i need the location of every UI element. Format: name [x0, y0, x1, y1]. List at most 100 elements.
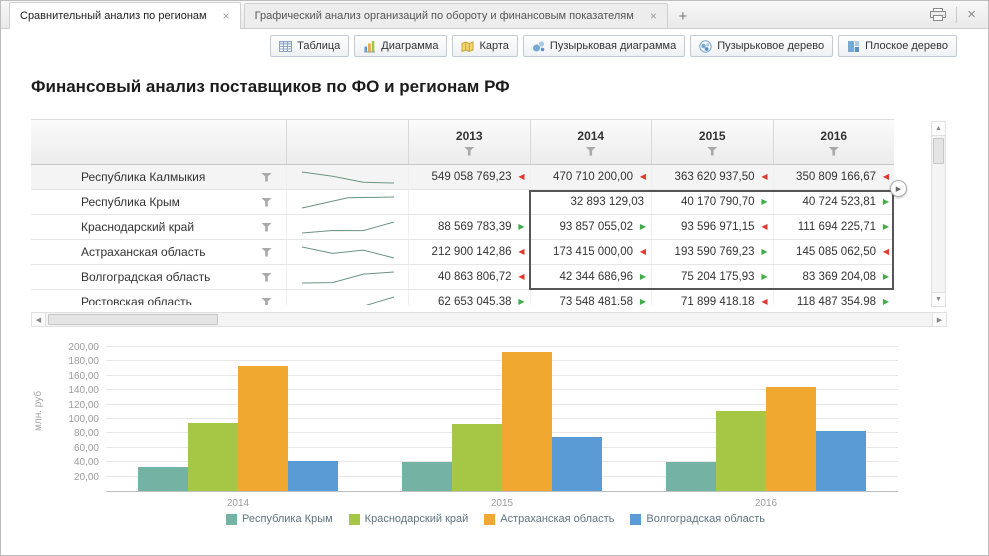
cell-value: 470 710 200,00: [553, 171, 633, 183]
filter-icon[interactable]: [261, 247, 272, 257]
new-tab-button[interactable]: +: [678, 7, 688, 25]
cell-value: 83 369 204,08: [802, 271, 876, 283]
filter-icon[interactable]: [706, 146, 718, 156]
bar-2014-series-2[interactable]: [238, 366, 288, 491]
window-close-icon[interactable]: ×: [967, 6, 976, 23]
legend-item[interactable]: Краснодарский край: [348, 513, 468, 525]
value-cell[interactable]: 40 724 523,81 ▶: [772, 190, 895, 214]
tab-close-icon[interactable]: ×: [649, 9, 657, 23]
filter-icon[interactable]: [261, 222, 272, 232]
header-year-2014[interactable]: 2014: [529, 120, 652, 164]
filter-icon[interactable]: [261, 297, 272, 305]
cell-value: 42 344 686,96: [559, 271, 633, 283]
filter-icon[interactable]: [585, 146, 597, 156]
tab-close-icon[interactable]: ×: [222, 9, 230, 23]
region-cell[interactable]: Волгоградская область: [31, 265, 286, 289]
bar-2016-series-0[interactable]: [666, 461, 716, 491]
filter-icon[interactable]: [261, 272, 272, 282]
value-cell[interactable]: 118 487 354,98 ▶: [772, 290, 895, 305]
filter-icon[interactable]: [261, 197, 272, 207]
view-table-button[interactable]: Таблица: [270, 35, 350, 57]
region-cell[interactable]: Республика Крым: [31, 190, 286, 214]
region-cell[interactable]: Краснодарский край: [31, 215, 286, 239]
tab-regional-analysis[interactable]: Сравнительный анализ по регионам ×: [9, 2, 241, 29]
value-cell[interactable]: 93 596 971,15 ◀: [651, 215, 773, 239]
legend-item[interactable]: Республика Крым: [226, 513, 333, 525]
cell-value: 212 900 142,86: [431, 246, 512, 258]
view-bubble-tree-button[interactable]: Пузырьковое дерево: [690, 35, 834, 57]
value-cell[interactable]: [408, 190, 530, 214]
header-year-2013[interactable]: 2013: [408, 120, 530, 164]
value-cell[interactable]: 193 590 769,23 ▶: [651, 240, 773, 264]
bar-2016-series-2[interactable]: [766, 386, 816, 491]
filter-icon[interactable]: [828, 146, 840, 156]
table-row[interactable]: Краснодарский край 88 569 783,39 ▶ 93 857 0…: [31, 215, 894, 240]
cell-value: 145 085 062,50: [796, 246, 876, 258]
value-cell[interactable]: 549 058 769,23 ◀: [408, 165, 530, 189]
view-flat-tree-button[interactable]: Плоское дерево: [838, 35, 957, 57]
tab-org-analysis[interactable]: Графический анализ организаций по оборот…: [243, 3, 668, 28]
value-cell[interactable]: 145 085 062,50 ◀: [772, 240, 895, 264]
horizontal-scrollbar[interactable]: ◀ ▶: [31, 312, 947, 327]
view-bubble-chart-button[interactable]: Пузырьковая диаграмма: [522, 35, 686, 57]
value-cell[interactable]: 173 415 000,00 ◀: [529, 240, 652, 264]
bar-2015-series-1[interactable]: [452, 423, 502, 491]
table-row[interactable]: Республика Калмыкия 549 058 769,23 ◀ 470 71…: [31, 165, 894, 190]
scroll-right-button[interactable]: ▶: [932, 313, 946, 326]
bar-2014-series-0[interactable]: [138, 467, 188, 491]
value-cell[interactable]: 32 893 129,03: [529, 190, 652, 214]
value-cell[interactable]: 62 653 045,38 ▶: [408, 290, 530, 305]
value-cell[interactable]: 350 809 166,67 ◀: [772, 165, 895, 189]
header-year-2016[interactable]: 2016: [772, 120, 895, 164]
scrollbar-thumb[interactable]: [48, 314, 218, 325]
value-cell[interactable]: 470 710 200,00 ◀: [529, 165, 652, 189]
value-cell[interactable]: 75 204 175,93 ▶: [651, 265, 773, 289]
bar-2015-series-0[interactable]: [402, 462, 452, 491]
sparkline-cell: [286, 215, 408, 239]
bar-2014-series-1[interactable]: [188, 423, 238, 491]
legend-item[interactable]: Астраханская область: [484, 513, 614, 525]
table-row[interactable]: Волгоградская область 40 863 806,72 ◀ 42 34…: [31, 265, 894, 290]
table-row[interactable]: Республика Крым 32 893 129,03 40 170 790,7…: [31, 190, 894, 215]
value-cell[interactable]: 42 344 686,96 ▶: [529, 265, 652, 289]
value-cell[interactable]: 111 694 225,71 ▶: [772, 215, 895, 239]
view-chart-button[interactable]: Диаграмма: [354, 35, 448, 57]
scroll-left-button[interactable]: ◀: [32, 313, 46, 326]
value-cell[interactable]: 73 548 481,58 ▶: [529, 290, 652, 305]
scroll-up-button[interactable]: ▲: [932, 122, 945, 136]
value-cell[interactable]: 93 857 055,02 ▶: [529, 215, 652, 239]
bar-2014-series-3[interactable]: [288, 460, 338, 491]
expand-row-button[interactable]: ▶: [890, 180, 907, 197]
grid-header: 2013 2014 2015 2016: [31, 119, 894, 165]
header-year-2015[interactable]: 2015: [651, 120, 773, 164]
value-cell[interactable]: 212 900 142,86 ◀: [408, 240, 530, 264]
vertical-scrollbar[interactable]: ▲ ▼: [931, 121, 946, 307]
scrollbar-thumb[interactable]: [933, 138, 944, 164]
bar-2015-series-3[interactable]: [552, 436, 602, 491]
bar-2016-series-3[interactable]: [816, 431, 866, 491]
scroll-down-button[interactable]: ▼: [932, 292, 945, 306]
value-cell[interactable]: 363 620 937,50 ◀: [651, 165, 773, 189]
value-cell[interactable]: 40 170 790,70 ▶: [651, 190, 773, 214]
value-cell[interactable]: 83 369 204,08 ▶: [772, 265, 895, 289]
value-cell[interactable]: 71 899 418,18 ◀: [651, 290, 773, 305]
value-cell[interactable]: 40 863 806,72 ◀: [408, 265, 530, 289]
filter-icon[interactable]: [463, 146, 475, 156]
legend-item[interactable]: Волгоградская область: [630, 513, 765, 525]
sparkline: [365, 296, 394, 305]
value-cell[interactable]: 88 569 783,39 ▶: [408, 215, 530, 239]
region-cell[interactable]: Астраханская область: [31, 240, 286, 264]
table-row[interactable]: Астраханская область 212 900 142,86 ◀ 173 4…: [31, 240, 894, 265]
trend-down-icon: ◀: [518, 247, 525, 256]
table-row[interactable]: Ростовская область 62 653 045,38 ▶ 73 548 4…: [31, 290, 894, 305]
region-cell[interactable]: Ростовская область: [31, 290, 286, 305]
bar-2015-series-2[interactable]: [502, 351, 552, 491]
year-label: 2015: [698, 128, 726, 143]
region-cell[interactable]: Республика Калмыкия: [31, 165, 286, 189]
filter-icon[interactable]: [261, 172, 272, 182]
cell-value: 75 204 175,93: [680, 271, 755, 283]
print-button[interactable]: [930, 8, 947, 21]
view-map-button[interactable]: Карта: [452, 35, 518, 57]
button-label: Пузырьковое дерево: [717, 40, 825, 52]
bar-2016-series-1[interactable]: [716, 410, 766, 491]
